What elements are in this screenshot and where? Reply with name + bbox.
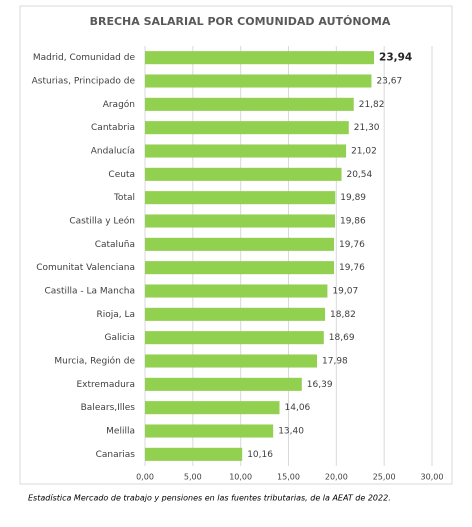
bar [145,354,318,368]
y-tick-label: Comunitat Valenciana [36,263,135,273]
bar [145,74,372,88]
bar [145,97,354,111]
value-label: 21,82 [359,100,385,110]
bar [145,401,280,415]
x-tick-label: 25,00 [373,473,396,482]
y-tick-label: Cataluña [95,240,135,250]
value-label: 19,07 [332,287,358,297]
bar [145,144,347,158]
x-tick-label: 5,00 [184,473,202,482]
value-label: 19,86 [340,217,366,227]
y-tick-label: Castilla y León [69,216,135,227]
bar [145,167,342,181]
chart-title: BRECHA SALARIAL POR COMUNIDAD AUTÓNOMA [90,15,391,28]
value-label: 19,89 [340,193,366,203]
value-label: 19,76 [339,240,365,250]
bar [145,191,336,205]
value-label: 21,30 [354,123,380,133]
value-label: 18,82 [330,310,356,320]
value-label: 20,54 [346,170,372,180]
source-note: Estadística Mercado de trabajo y pension… [28,494,391,503]
y-tick-label: Castilla - La Mancha [44,287,135,297]
value-label: 10,16 [247,450,273,460]
bar [145,331,324,345]
value-label: 23,94 [379,52,412,64]
y-tick-label: Extremadura [77,380,136,390]
bar [145,307,326,321]
y-tick-label: Ceuta [108,170,135,180]
y-tick-label: Rioja, La [96,310,135,320]
value-label: 13,40 [278,427,304,437]
x-tick-label: 10,00 [229,473,252,482]
x-tick-label: 30,00 [421,473,444,482]
y-tick-label: Andalucía [91,147,135,157]
y-tick-label: Aragón [103,99,135,110]
y-tick-label: Asturias, Principado de [32,77,136,87]
x-tick-label: 20,00 [325,473,348,482]
bar [145,447,243,461]
x-tick-label: 0,00 [136,473,154,482]
x-tick-label: 15,00 [277,473,300,482]
value-label: 16,39 [307,380,333,390]
bar [145,121,349,135]
bar [145,214,335,228]
y-tick-label: Total [113,193,135,203]
bar [145,51,375,65]
y-tick-label: Murcia, Región de [54,356,135,367]
bar [145,261,335,275]
y-tick-label: Madrid, Comunidad de [33,53,136,63]
bar [145,424,274,438]
y-tick-label: Cantabria [91,123,135,133]
value-label: 14,06 [285,403,311,413]
y-tick-label: Melilla [106,427,135,437]
y-tick-label: Canarias [96,450,136,460]
bar [145,284,328,298]
y-tick-label: Galicia [105,333,135,343]
value-label: 19,76 [339,263,365,273]
value-label: 23,67 [376,77,402,87]
bar [145,237,335,251]
value-label: 17,98 [322,357,348,367]
value-label: 18,69 [329,333,355,343]
y-tick-label: Balears,Illes [81,403,136,413]
value-label: 21,02 [351,147,377,157]
bar [145,377,302,391]
